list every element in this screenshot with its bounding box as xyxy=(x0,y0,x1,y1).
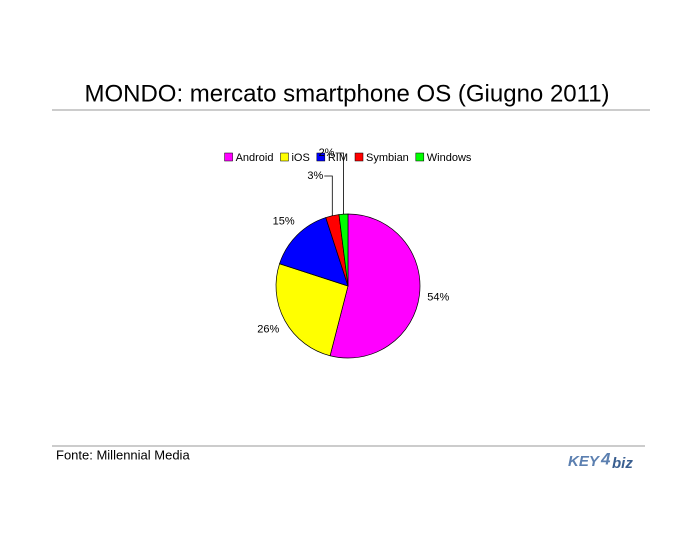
legend-swatch xyxy=(354,152,364,162)
pie-slice xyxy=(275,263,349,357)
data-label: 15% xyxy=(273,216,295,228)
legend-label: iOS xyxy=(291,152,309,164)
data-label: 2% xyxy=(319,147,335,159)
data-label: 3% xyxy=(307,170,323,182)
pie: 54% 26% 15% 3% 2% xyxy=(257,147,450,359)
logo-mid: 4 xyxy=(600,449,611,468)
chart-title: MONDO: mercato smartphone OS (Giugno 201… xyxy=(84,80,609,107)
legend-swatch xyxy=(415,152,425,162)
pie-slice xyxy=(329,213,421,359)
data-label: 26% xyxy=(257,324,279,336)
leader-line xyxy=(335,152,344,215)
data-label: 54% xyxy=(427,291,449,303)
leader-line xyxy=(324,175,333,216)
logo: KEY 4 biz xyxy=(568,449,633,471)
legend-label: RIM xyxy=(328,152,348,164)
legend-label: Android xyxy=(236,152,274,164)
logo-left: KEY xyxy=(568,453,601,470)
logo-right: biz xyxy=(612,455,633,472)
legend-swatch xyxy=(316,152,326,162)
legend-label: Windows xyxy=(427,152,472,164)
legend-label: Symbian xyxy=(366,152,409,164)
pie-slice xyxy=(279,217,349,287)
legend-swatch xyxy=(224,152,233,162)
source: Fonte: Millennial Media xyxy=(56,447,190,462)
legend: Android iOS RIM Symbian Windows xyxy=(224,152,472,164)
pie-slice xyxy=(338,213,349,287)
legend-swatch xyxy=(280,152,289,162)
